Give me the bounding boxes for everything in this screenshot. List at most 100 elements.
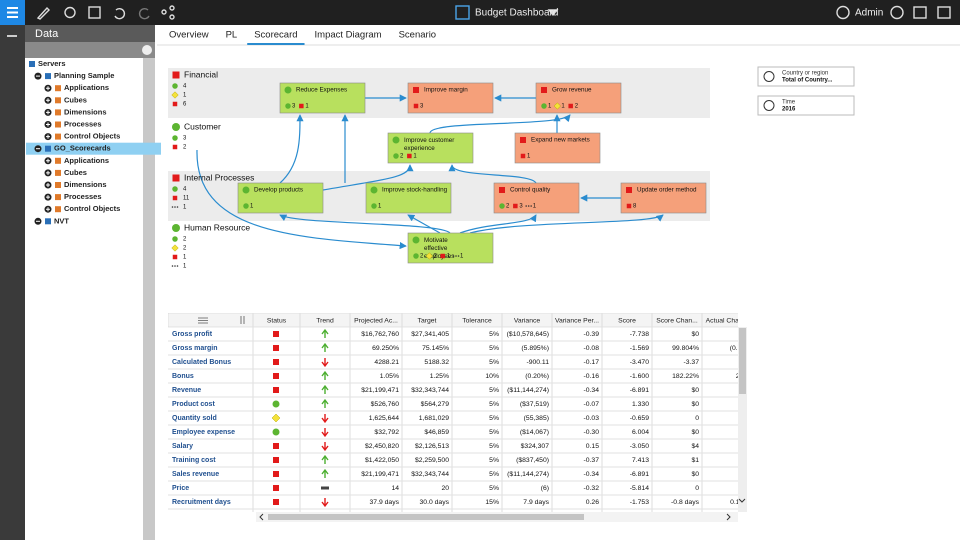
node-count: 2 [420,254,424,260]
status-red [273,471,279,477]
cell: 99.804% [672,345,699,352]
tree-label[interactable]: Control Objects [64,204,120,213]
tree-label[interactable]: Applications [64,156,109,165]
objective-node[interactable]: Grow revenue 1 1 2 [535,82,622,114]
node-count: 1 [460,254,464,260]
filter-box[interactable] [757,95,855,116]
cell: ($37,519) [520,401,549,408]
status-green [284,86,292,94]
node-box [535,82,622,114]
tree-label[interactable]: Applications [64,83,109,92]
tab[interactable]: Impact Diagram [315,30,382,41]
column-header[interactable]: Projected Ac... [354,317,398,324]
tree-label[interactable]: Cubes [64,95,87,104]
tree-label[interactable]: Dimensions [64,107,107,116]
cell: ($11,144,274) [507,471,549,478]
row-name[interactable]: Price [172,485,189,492]
row-name[interactable]: Training cost [172,457,216,464]
filter-box[interactable] [757,66,855,87]
node-count: 1 [561,104,565,110]
row-name[interactable]: Revenue [172,387,201,394]
status-none [457,255,460,257]
tree-icon [55,121,61,128]
tab[interactable]: Scenario [399,30,437,41]
column-header[interactable]: Status [267,317,287,324]
column-header[interactable]: Score Chan... [656,317,698,324]
row-name[interactable]: Quantity sold [172,415,217,422]
status-red [499,187,505,193]
objective-node[interactable]: Update order method 8 [620,182,707,214]
column-header[interactable]: Variance Per... [555,317,599,324]
cell: $0 [691,429,699,436]
tree-label[interactable]: Planning Sample [54,71,114,80]
row-name[interactable]: Sales revenue [172,471,219,478]
cell: (0.708 [730,345,749,352]
objective-node[interactable]: Expand new markets 1 [514,132,601,164]
collapse-icon[interactable] [7,35,17,37]
row-name[interactable]: Calculated Bonus [172,359,231,366]
cell: 7.9 days [523,499,549,506]
row-name[interactable]: Employee expense [172,429,235,436]
row-name[interactable]: Gross profit [172,331,213,338]
objective-node[interactable]: Improve stock-handling 1 [365,182,452,214]
node-label: Expand new markets [531,137,590,144]
cell: -3.050 [630,443,649,450]
objective-node[interactable]: Improve margin 3 [407,82,494,114]
row-name[interactable]: Product cost [172,401,215,408]
settings-icon[interactable] [142,45,152,55]
cell: -6.891 [630,387,649,394]
node-box [237,182,324,214]
status-green [412,236,420,244]
user-name[interactable]: Admin [855,8,883,19]
node-count: 1 [527,154,531,160]
v-scrollbar[interactable] [738,327,747,512]
tree-label[interactable]: Dimensions [64,180,107,189]
row-name[interactable]: Bonus [172,373,194,380]
cell: ($837,450) [516,457,549,464]
node-box [620,182,707,214]
perspective-count: 2 [183,237,187,243]
status-green [392,136,400,144]
node-count: 3 [519,204,523,210]
status-green [243,203,249,209]
cell: -0.34 [584,387,600,394]
tab[interactable]: PL [226,30,238,41]
tab[interactable]: Overview [169,30,209,41]
objective-node[interactable]: Control quality 2 3 1 [493,182,580,214]
column-header[interactable]: Score [618,317,636,324]
row-name[interactable]: Salary [172,443,193,450]
node-count: 2 [575,104,579,110]
objective-node[interactable]: Develop products 1 [237,182,324,214]
cell: 5% [489,415,499,422]
status-green [393,153,399,159]
tree-label[interactable]: Servers [38,59,66,68]
tree-label[interactable]: Processes [64,119,102,128]
cell: 0.15 [586,443,599,450]
cell: -900.11 [526,359,549,366]
status-green [272,428,280,436]
perspective-name: Internal Processes [184,172,254,182]
column-header[interactable]: Trend [316,317,334,324]
tree-label[interactable]: NVT [54,216,69,225]
trend-down [321,442,329,452]
tab[interactable]: Scorecard [254,30,297,41]
column-header[interactable]: Actual Chan... [706,317,749,324]
column-header[interactable]: Target [418,317,437,324]
tree-label[interactable]: Cubes [64,168,87,177]
row-name[interactable]: Recruitment days [172,499,231,506]
column-header[interactable]: Tolerance [462,317,492,324]
trend-up [321,468,329,478]
perspective-count: 1 [183,205,187,211]
node-box [493,182,580,214]
node-box [407,82,494,114]
row-name[interactable]: Gross margin [172,345,218,352]
column-header[interactable]: Variance [514,317,541,324]
tree-label[interactable]: Processes [64,192,102,201]
tree-label[interactable]: GO_Scorecards [54,144,111,153]
objective-node[interactable]: Reduce Expenses 3 1 [279,82,366,114]
tree-label[interactable]: Control Objects [64,132,120,141]
diagram-links [196,94,664,250]
perspective-count: 4 [183,187,187,193]
